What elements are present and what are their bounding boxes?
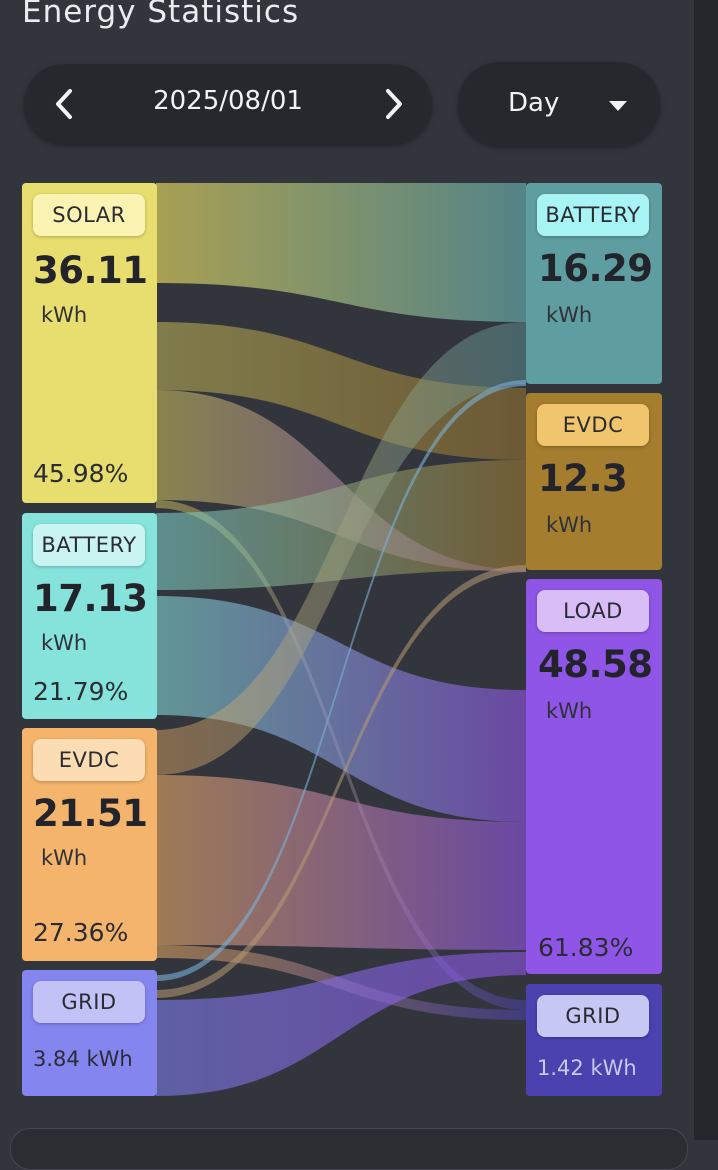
prev-date-button[interactable] [46,86,82,122]
dest-node-grid[interactable]: GRID 1.42 kWh [526,984,662,1096]
flow-grid-battery [156,380,526,981]
source-percent-evdc: 27.36% [33,918,129,947]
source-value-solar: 36.11 [33,249,148,292]
source-percent-battery: 21.79% [33,677,129,706]
dest-value-battery: 16.29 [538,247,653,290]
flow-evdc-load [156,775,526,950]
dest-percent-load: 61.83% [538,933,634,962]
dest-unit-load: kWh [546,699,593,723]
dest-label-grid: GRID [537,995,649,1037]
flow-grid-load [156,952,526,1096]
flow-solar-evdc [156,322,526,460]
source-node-battery[interactable]: BATTERY 17.13 kWh 21.79% [22,513,157,719]
dest-unit-evdc: kWh [546,513,593,537]
source-percent-solar: 45.98% [33,459,129,488]
source-label-grid: GRID [33,981,145,1023]
dest-label-battery: BATTERY [537,194,649,236]
dest-value-load: 48.58 [538,643,653,686]
source-node-evdc[interactable]: EVDC 21.51 kWh 27.36% [22,728,157,961]
source-unit-solar: kWh [41,303,88,327]
dest-label-load: LOAD [537,590,649,632]
flow-grid-evdc [156,565,526,998]
source-unit-grid: kWh [86,1047,133,1071]
bottom-panel [10,1128,688,1170]
dest-node-battery[interactable]: BATTERY 16.29 kWh [526,183,662,384]
source-unit-evdc: kWh [41,846,88,870]
dest-unit-grid: kWh [590,1056,637,1080]
source-label-battery: BATTERY [33,524,145,566]
flow-evdc-battery [156,322,526,775]
source-value-grid: 3.84 kWh [33,1047,133,1071]
source-value-battery: 17.13 [33,577,148,620]
dest-value-grid-number: 1.42 [537,1056,584,1080]
source-node-grid[interactable]: GRID 3.84 kWh [22,970,157,1096]
flow-evdc-grid [156,945,526,1020]
dest-unit-battery: kWh [546,303,593,327]
current-date[interactable]: 2025/08/01 [153,86,303,116]
side-scroll-strip [694,0,718,1140]
dest-value-grid: 1.42 kWh [537,1056,637,1080]
date-selector: 2025/08/01 [24,64,432,144]
period-selected-value: Day [508,88,560,118]
source-label-solar: SOLAR [33,194,145,236]
flow-battery-evdc [156,460,526,590]
period-dropdown[interactable]: Day [458,62,660,146]
source-node-solar[interactable]: SOLAR 36.11 kWh 45.98% [22,183,157,503]
dest-value-evdc: 12.3 [538,457,628,500]
dest-node-load[interactable]: LOAD 48.58 kWh 61.83% [526,579,662,974]
source-value-grid-number: 3.84 [33,1047,80,1071]
flow-solar-grid [156,500,526,1010]
source-label-evdc: EVDC [33,739,145,781]
flow-battery-load [156,596,526,822]
dest-node-evdc[interactable]: EVDC 12.3 kWh [526,393,662,570]
chevron-right-icon [386,89,402,119]
flow-solar-battery [156,183,526,322]
flow-solar-load [156,390,526,572]
page-title: Energy Statistics [22,0,300,30]
dest-label-evdc: EVDC [537,404,649,446]
next-date-button[interactable] [376,86,412,122]
source-unit-battery: kWh [41,631,88,655]
caret-down-icon [609,101,627,111]
chevron-left-icon [56,89,72,119]
source-value-evdc: 21.51 [33,792,148,835]
